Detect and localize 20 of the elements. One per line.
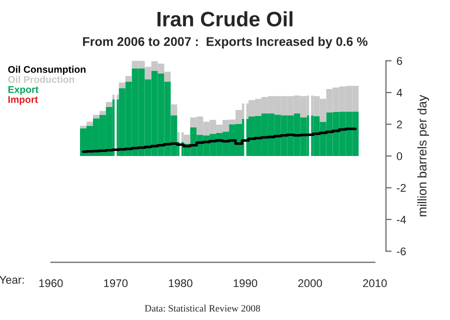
x-tick-label: 1980: [168, 279, 192, 288]
legend-label: Import: [8, 96, 38, 105]
x-tick-label: 1990: [234, 279, 258, 288]
x-tick-label: 1970: [104, 279, 128, 288]
y-tick-label: 0: [396, 152, 402, 160]
y-tick-label: 6: [396, 57, 402, 65]
y-tick-label: -6: [396, 247, 406, 256]
y-tick-label: -4: [396, 216, 406, 224]
x-tick-label: 2000: [298, 279, 322, 288]
x-tick-label: 2010: [363, 279, 387, 288]
x-tick-label: 1960: [39, 279, 63, 288]
text: Oil Consumption: [8, 66, 86, 75]
y-axis-title: million barrels per day: [417, 94, 430, 216]
text: Export: [8, 86, 38, 95]
chart-subtitle: From 2006 to 2007 : Exports Increased by 0.6 %: [83, 36, 368, 48]
y-tick-label: 4: [396, 88, 402, 97]
text: Data: Statistical Review 2008: [144, 304, 260, 312]
chart-title: Iran Crude Oil: [158, 11, 292, 27]
y-tick-label: -2: [396, 184, 406, 192]
y-tick-label: 2: [396, 120, 402, 128]
